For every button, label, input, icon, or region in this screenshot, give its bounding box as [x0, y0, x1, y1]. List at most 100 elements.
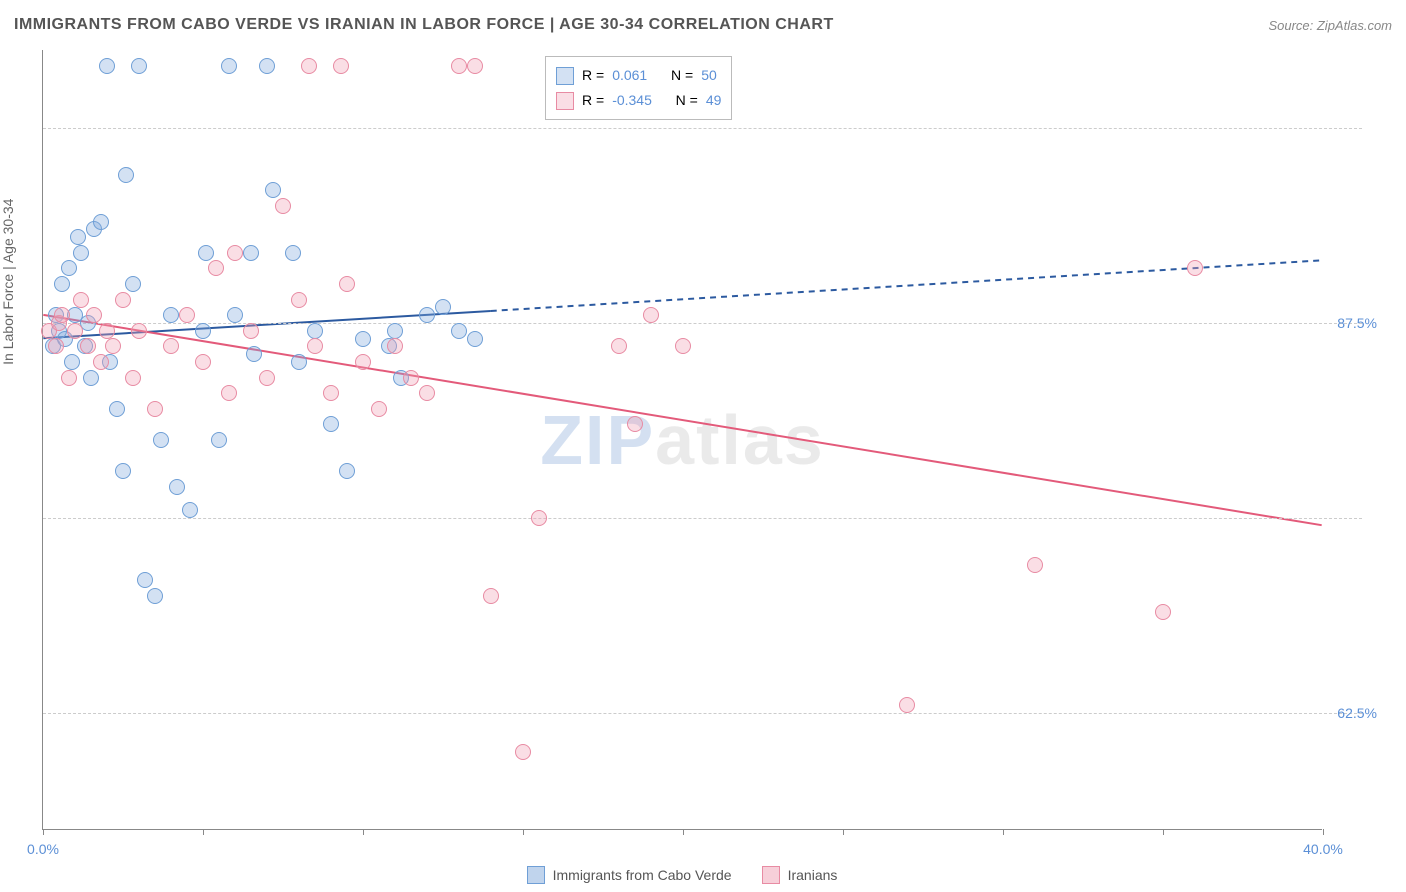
legend-label: Immigrants from Cabo Verde — [553, 867, 732, 883]
scatter-point — [285, 245, 301, 261]
scatter-point — [93, 214, 109, 230]
scatter-point — [627, 416, 643, 432]
scatter-point — [307, 338, 323, 354]
legend-n-value: 50 — [701, 63, 717, 88]
scatter-point — [227, 307, 243, 323]
scatter-point — [243, 245, 259, 261]
scatter-point — [54, 307, 70, 323]
scatter-point — [163, 307, 179, 323]
legend-item: Iranians — [762, 866, 838, 884]
legend-r-value: -0.345 — [612, 88, 652, 113]
scatter-point — [198, 245, 214, 261]
gridline — [43, 713, 1362, 714]
scatter-point — [643, 307, 659, 323]
scatter-point — [195, 323, 211, 339]
scatter-point — [355, 331, 371, 347]
x-tick-label: 0.0% — [27, 841, 59, 857]
legend-swatch — [556, 67, 574, 85]
x-tick — [683, 829, 684, 835]
scatter-point — [483, 588, 499, 604]
scatter-point — [54, 276, 70, 292]
y-axis-label: In Labor Force | Age 30-34 — [0, 199, 16, 365]
scatter-point — [387, 323, 403, 339]
gridline — [43, 518, 1362, 519]
scatter-point — [99, 58, 115, 74]
scatter-point — [67, 323, 83, 339]
x-tick — [843, 829, 844, 835]
x-tick — [523, 829, 524, 835]
scatter-point — [48, 338, 64, 354]
scatter-point — [259, 370, 275, 386]
scatter-point — [61, 260, 77, 276]
scatter-point — [131, 323, 147, 339]
scatter-point — [1027, 557, 1043, 573]
scatter-point — [118, 167, 134, 183]
scatter-point — [323, 416, 339, 432]
source-label: Source: ZipAtlas.com — [1268, 18, 1392, 33]
x-tick — [43, 829, 44, 835]
scatter-point — [93, 354, 109, 370]
scatter-point — [259, 58, 275, 74]
scatter-point — [80, 338, 96, 354]
scatter-point — [147, 401, 163, 417]
scatter-point — [243, 323, 259, 339]
scatter-point — [179, 307, 195, 323]
scatter-point — [182, 502, 198, 518]
scatter-point — [531, 510, 547, 526]
scatter-point — [515, 744, 531, 760]
scatter-point — [467, 331, 483, 347]
scatter-point — [291, 354, 307, 370]
legend-swatch — [556, 92, 574, 110]
scatter-point — [221, 385, 237, 401]
x-tick — [1003, 829, 1004, 835]
scatter-point — [211, 432, 227, 448]
scatter-point — [125, 276, 141, 292]
watermark-prefix: ZIP — [540, 401, 655, 479]
scatter-point — [115, 292, 131, 308]
scatter-point — [611, 338, 627, 354]
legend-r-label: R = — [582, 63, 604, 88]
x-tick — [363, 829, 364, 835]
y-tick-label: 87.5% — [1337, 315, 1377, 331]
scatter-point — [169, 479, 185, 495]
scatter-point — [195, 354, 211, 370]
correlation-legend: R = 0.061 N = 50 R = -0.345 N = 49 — [545, 56, 732, 120]
legend-n-label: N = — [671, 63, 693, 88]
scatter-point — [451, 58, 467, 74]
scatter-point — [61, 370, 77, 386]
scatter-point — [275, 198, 291, 214]
scatter-point — [137, 572, 153, 588]
scatter-point — [419, 307, 435, 323]
scatter-point — [403, 370, 419, 386]
scatter-point — [246, 346, 262, 362]
gridline — [43, 323, 1362, 324]
gridline — [43, 128, 1362, 129]
scatter-point — [1187, 260, 1203, 276]
plot-area: ZIPatlas R = 0.061 N = 50 R = -0.345 N =… — [42, 50, 1322, 830]
scatter-point — [899, 697, 915, 713]
scatter-point — [1155, 604, 1171, 620]
scatter-point — [291, 292, 307, 308]
legend-swatch — [762, 866, 780, 884]
scatter-point — [99, 323, 115, 339]
scatter-point — [451, 323, 467, 339]
scatter-point — [163, 338, 179, 354]
scatter-point — [115, 463, 131, 479]
scatter-point — [208, 260, 224, 276]
scatter-point — [387, 338, 403, 354]
scatter-point — [125, 370, 141, 386]
scatter-point — [355, 354, 371, 370]
scatter-point — [73, 245, 89, 261]
scatter-point — [339, 276, 355, 292]
correlation-chart: IMMIGRANTS FROM CABO VERDE VS IRANIAN IN… — [0, 0, 1406, 892]
scatter-point — [73, 292, 89, 308]
scatter-point — [64, 354, 80, 370]
watermark-suffix: atlas — [655, 401, 825, 479]
series-legend: Immigrants from Cabo Verde Iranians — [42, 866, 1322, 884]
scatter-point — [333, 58, 349, 74]
legend-row: R = 0.061 N = 50 — [556, 63, 721, 88]
scatter-point — [265, 182, 281, 198]
scatter-point — [83, 370, 99, 386]
scatter-point — [307, 323, 323, 339]
legend-r-label: R = — [582, 88, 604, 113]
